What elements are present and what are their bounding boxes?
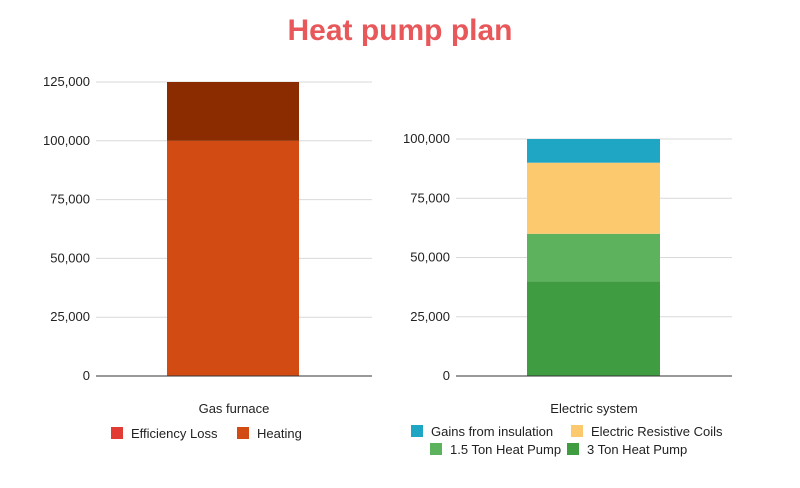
bar-segment xyxy=(167,82,299,141)
y-tick-label: 25,000 xyxy=(50,309,90,324)
bar-segment xyxy=(527,233,660,282)
bar-segment xyxy=(167,140,299,376)
legend-label: Heating xyxy=(257,426,302,441)
legend-swatch xyxy=(567,443,579,455)
y-tick-label: 75,000 xyxy=(410,190,450,205)
y-tick-label: 100,000 xyxy=(403,131,450,146)
x-category-label: Electric system xyxy=(550,401,637,416)
legend-label: 1.5 Ton Heat Pump xyxy=(450,442,561,457)
legend-label: Electric Resistive Coils xyxy=(591,424,723,439)
legend-label: 3 Ton Heat Pump xyxy=(587,442,687,457)
bar-segment xyxy=(527,139,660,163)
y-tick-label: 50,000 xyxy=(50,250,90,265)
x-category-label: Gas furnace xyxy=(199,401,270,416)
legend-swatch xyxy=(571,425,583,437)
y-tick-label: 25,000 xyxy=(410,309,450,324)
bar-segment xyxy=(527,281,660,376)
legend-swatch xyxy=(111,427,123,439)
legend-label: Gains from insulation xyxy=(431,424,553,439)
y-tick-label: 50,000 xyxy=(410,250,450,265)
y-tick-label: 125,000 xyxy=(43,74,90,89)
bar-segment xyxy=(527,162,660,234)
legend-label: Efficiency Loss xyxy=(131,426,218,441)
y-tick-label: 0 xyxy=(83,368,90,383)
y-tick-label: 100,000 xyxy=(43,133,90,148)
legend-swatch xyxy=(237,427,249,439)
y-tick-label: 0 xyxy=(443,368,450,383)
y-tick-label: 75,000 xyxy=(50,192,90,207)
chart-title: Heat pump plan xyxy=(287,14,513,47)
legend-swatch xyxy=(411,425,423,437)
legend-swatch xyxy=(430,443,442,455)
